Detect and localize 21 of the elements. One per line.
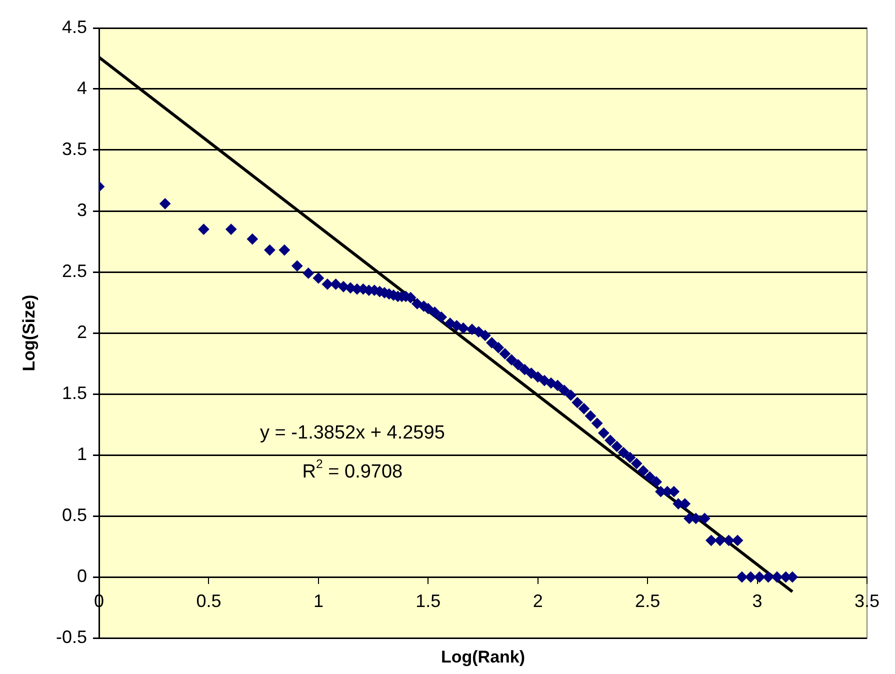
y-tick-label: 1 xyxy=(77,444,88,464)
x-tick-label: 0.5 xyxy=(196,590,222,611)
x-axis-title: Log(Rank) xyxy=(440,648,526,667)
x-tick-label: 1 xyxy=(313,590,324,611)
y-tick-label: 4.5 xyxy=(62,16,88,37)
y-tick-label: -0.5 xyxy=(56,626,88,647)
y-tick-label: 2.5 xyxy=(62,260,88,281)
y-tick-label: 0 xyxy=(77,566,88,586)
y-tick-label: 4 xyxy=(77,78,88,98)
x-tick-label: 2.5 xyxy=(635,590,660,611)
x-tick-label: 2 xyxy=(532,590,543,611)
y-tick-label: 3.5 xyxy=(62,138,88,159)
annotation: y = -1.3852x + 4.2595 xyxy=(260,422,445,444)
y-axis-title: Log(Size) xyxy=(20,294,39,372)
x-tick-label: 1.5 xyxy=(416,590,441,611)
y-tick-label: 3 xyxy=(77,200,88,220)
y-tick-label: 1.5 xyxy=(62,382,88,403)
x-tick-label: 3 xyxy=(752,590,762,611)
y-tick-label: 2 xyxy=(77,322,88,342)
y-tick-label: 0.5 xyxy=(62,504,88,525)
x-tick-label: 3.5 xyxy=(854,590,880,611)
